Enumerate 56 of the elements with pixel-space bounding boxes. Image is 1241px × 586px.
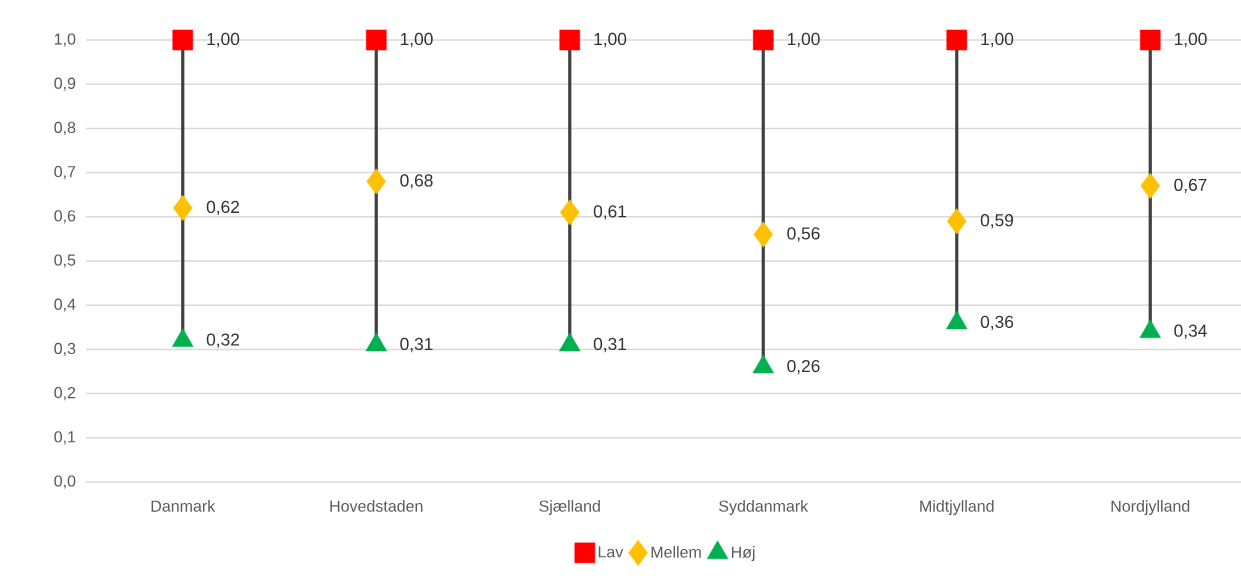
- data-label: 1,00: [787, 32, 820, 48]
- point: [559, 332, 581, 352]
- data-label: 1,00: [1174, 32, 1207, 48]
- point: [559, 29, 581, 51]
- data-label: 0,34: [1174, 324, 1207, 339]
- x-tick-label: Sjælland: [539, 500, 600, 515]
- point: [752, 354, 774, 374]
- point: [559, 199, 580, 226]
- data-label: 0,62: [206, 200, 239, 216]
- point: [1140, 172, 1161, 199]
- point: [753, 221, 774, 248]
- point: [752, 29, 774, 51]
- point: [172, 195, 193, 221]
- point: [1139, 29, 1161, 51]
- point: [366, 168, 387, 195]
- data-label: 0,26: [787, 359, 820, 375]
- point: [365, 332, 387, 352]
- legend-label: Mellem: [651, 546, 701, 558]
- y-tick-label: 0,9: [54, 77, 76, 91]
- legend-label: Lav: [598, 546, 624, 558]
- x-tick-label: Hovedstaden: [330, 500, 423, 512]
- data-label: 0,32: [206, 333, 239, 348]
- point: [946, 208, 967, 235]
- point: [172, 29, 194, 51]
- data-label: 0,31: [400, 337, 433, 353]
- data-label: 0,31: [593, 337, 627, 353]
- point: [172, 328, 194, 347]
- y-tick-label: 0,3: [54, 342, 76, 357]
- y-tick-label: 1,0: [54, 33, 76, 47]
- data-label: 1,00: [400, 32, 433, 48]
- data-label: 1,00: [981, 32, 1014, 48]
- point: [946, 310, 968, 330]
- data-label: 0,61: [593, 205, 627, 220]
- data-label: 0,67: [1174, 178, 1207, 194]
- data-label: 0,68: [400, 174, 433, 189]
- y-tick-label: 0,6: [54, 210, 76, 224]
- x-tick-label: Nordjylland: [1111, 500, 1190, 515]
- y-tick-label: 0,0: [54, 475, 76, 489]
- y-tick-label: 0,5: [54, 254, 76, 268]
- x-tick-label: Syddanmark: [719, 500, 809, 515]
- legend-label: Høj: [731, 546, 755, 561]
- y-tick-label: 0,1: [54, 431, 76, 445]
- point: [946, 29, 968, 51]
- x-tick-label: Danmark: [151, 500, 216, 512]
- data-label: 0,59: [980, 214, 1014, 229]
- point: [1139, 319, 1161, 338]
- data-label: 1,00: [594, 32, 627, 48]
- point: [365, 29, 387, 51]
- y-tick-label: 0,4: [54, 298, 76, 312]
- y-tick-label: 0,7: [54, 165, 76, 180]
- y-tick-label: 0,2: [54, 387, 76, 401]
- x-tick-label: Midtjylland: [920, 500, 994, 515]
- data-label: 0,56: [787, 227, 820, 242]
- data-label: 0,36: [980, 315, 1014, 331]
- data-label: 1,00: [207, 32, 240, 48]
- y-tick-label: 0,8: [54, 121, 76, 136]
